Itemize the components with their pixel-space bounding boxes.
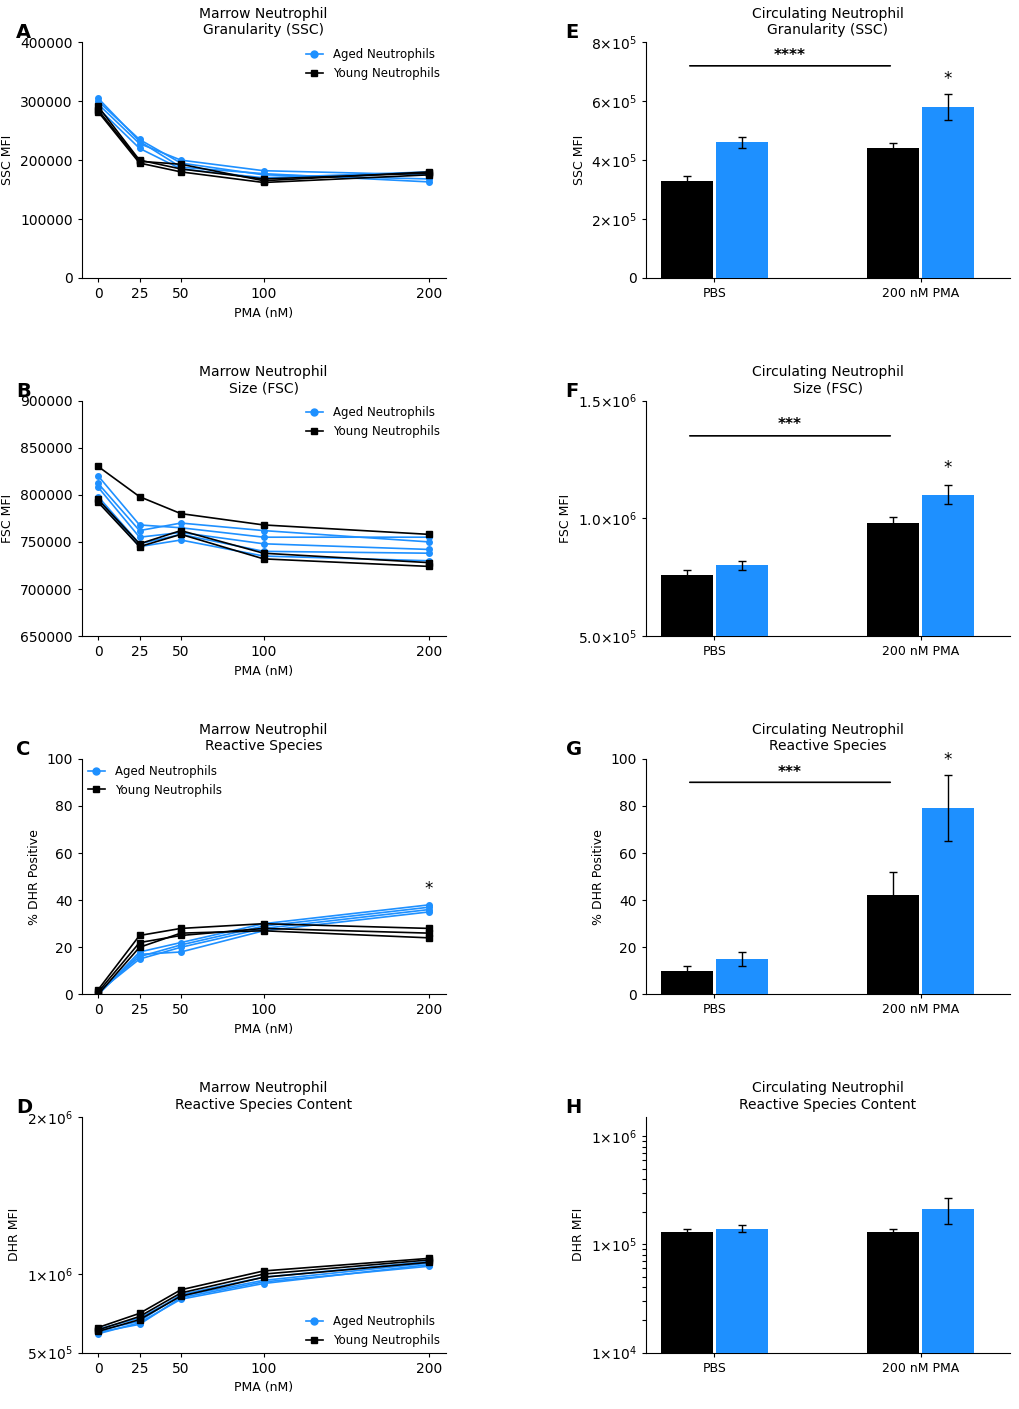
Text: ***: *** [777,765,801,781]
Bar [921,809,973,995]
Bar [660,575,712,754]
Bar [866,1231,918,1409]
Text: B: B [16,382,31,400]
Bar [715,960,767,995]
Y-axis label: % DHR Positive: % DHR Positive [28,828,41,924]
Text: *: * [425,879,433,898]
Y-axis label: SSC MFI: SSC MFI [1,135,14,185]
Title: Circulating Neutrophil
Reactive Species: Circulating Neutrophil Reactive Species [751,723,903,754]
Text: ***: *** [777,417,801,433]
Y-axis label: FSC MFI: FSC MFI [558,493,572,542]
Text: ****: **** [773,48,805,63]
Text: E: E [566,24,579,42]
Title: Marrow Neutrophil
Size (FSC): Marrow Neutrophil Size (FSC) [200,365,327,395]
Text: F: F [566,382,579,400]
Text: H: H [566,1098,582,1117]
Bar [660,1231,712,1409]
Title: Circulating Neutrophil
Granularity (SSC): Circulating Neutrophil Granularity (SSC) [751,7,903,37]
Bar [921,495,973,754]
Y-axis label: FSC MFI: FSC MFI [1,493,14,542]
Legend: Aged Neutrophils, Young Neutrophils: Aged Neutrophils, Young Neutrophils [306,1315,439,1347]
Bar [921,107,973,278]
Bar [660,971,712,995]
Title: Circulating Neutrophil
Reactive Species Content: Circulating Neutrophil Reactive Species … [739,1082,915,1112]
Bar [660,180,712,278]
Bar [715,142,767,278]
Text: D: D [16,1098,33,1117]
Title: Marrow Neutrophil
Reactive Species: Marrow Neutrophil Reactive Species [200,723,327,754]
Bar [866,523,918,754]
Text: *: * [943,458,952,476]
Bar [866,148,918,278]
Bar [866,896,918,995]
Title: Marrow Neutrophil
Reactive Species Content: Marrow Neutrophil Reactive Species Conte… [175,1082,352,1112]
Title: Marrow Neutrophil
Granularity (SSC): Marrow Neutrophil Granularity (SSC) [200,7,327,37]
Text: G: G [566,740,581,759]
Legend: Aged Neutrophils, Young Neutrophils: Aged Neutrophils, Young Neutrophils [306,48,439,80]
Title: Circulating Neutrophil
Size (FSC): Circulating Neutrophil Size (FSC) [751,365,903,395]
Y-axis label: DHR MFI: DHR MFI [572,1208,585,1261]
X-axis label: PMA (nM): PMA (nM) [233,665,292,678]
Text: *: * [943,70,952,87]
Y-axis label: % DHR Positive: % DHR Positive [591,828,604,924]
X-axis label: PMA (nM): PMA (nM) [233,307,292,320]
Legend: Aged Neutrophils, Young Neutrophils: Aged Neutrophils, Young Neutrophils [306,406,439,438]
Bar [715,565,767,754]
Text: C: C [16,740,31,759]
X-axis label: PMA (nM): PMA (nM) [233,1381,292,1395]
Text: A: A [16,24,32,42]
Y-axis label: SSC MFI: SSC MFI [572,135,585,185]
Legend: Aged Neutrophils, Young Neutrophils: Aged Neutrophils, Young Neutrophils [88,765,221,796]
X-axis label: PMA (nM): PMA (nM) [233,1023,292,1036]
Text: *: * [943,751,952,769]
Bar [921,1209,973,1409]
Y-axis label: DHR MFI: DHR MFI [8,1208,21,1261]
Bar [715,1229,767,1409]
